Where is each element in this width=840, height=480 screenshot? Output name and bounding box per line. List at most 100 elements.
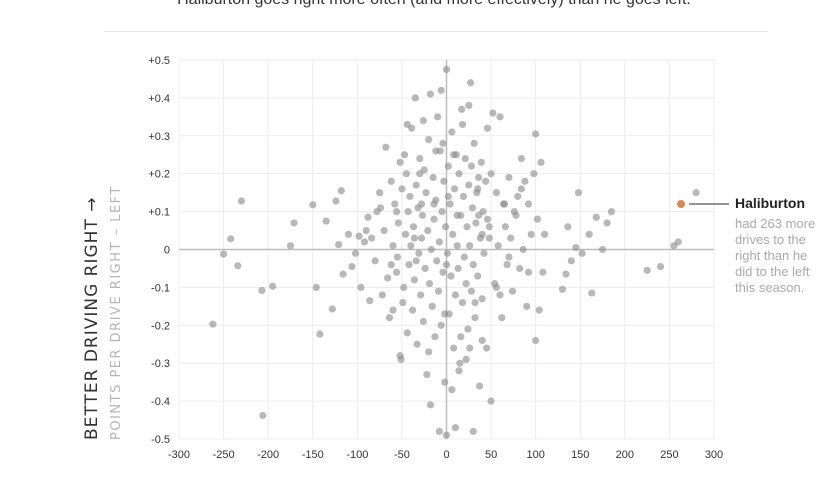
data-point (400, 283, 408, 291)
data-point (478, 295, 486, 303)
x-tick-label: -100 (346, 449, 368, 461)
data-point (656, 262, 665, 271)
data-point (477, 158, 485, 166)
data-point (455, 367, 463, 375)
annotation-text-line: drives to the (735, 232, 806, 247)
data-point (448, 386, 456, 394)
data-point (478, 336, 486, 345)
data-point (444, 162, 452, 170)
data-point (376, 189, 384, 197)
data-point (360, 238, 369, 246)
data-point (454, 264, 462, 273)
x-tick-label: 50 (485, 449, 497, 461)
data-point (485, 223, 493, 231)
data-point (410, 276, 418, 284)
zero-axes (179, 60, 714, 439)
data-point (407, 242, 415, 250)
data-point (578, 249, 586, 257)
y-axis-title: BETTER DRIVING RIGHT → POINTS PER DRIVE … (82, 185, 124, 440)
data-point (376, 204, 385, 212)
data-point (417, 291, 425, 299)
data-point (424, 226, 432, 235)
data-point (316, 330, 324, 338)
data-point (380, 226, 388, 235)
data-point (387, 261, 395, 269)
data-point (523, 302, 531, 310)
data-point (498, 314, 506, 322)
data-point (464, 325, 472, 333)
y-axis-sublabel: POINTS PER DRIVE RIGHT – LEFT (109, 185, 124, 440)
data-point (409, 306, 417, 314)
data-point (438, 208, 446, 216)
data-point (309, 201, 317, 209)
annotation-text-line: right than he (735, 248, 807, 263)
data-point (443, 249, 451, 257)
data-point (398, 185, 406, 193)
x-tick-label: 300 (705, 449, 723, 461)
data-point (572, 244, 580, 252)
data-point (426, 401, 435, 409)
data-point (478, 230, 486, 238)
data-point (564, 223, 572, 231)
data-point (415, 249, 423, 257)
data-point (451, 291, 460, 299)
annotation-text: had 263 more drives to the right than he di… (735, 216, 815, 295)
x-tick-label: -200 (257, 449, 279, 461)
data-point (574, 189, 583, 197)
x-tick-label: -250 (213, 449, 235, 461)
data-point (339, 270, 347, 278)
data-point (505, 173, 513, 182)
data-point (535, 306, 543, 314)
data-point (344, 230, 353, 238)
data-point (507, 234, 515, 242)
data-point (487, 397, 495, 405)
data-point (450, 185, 459, 193)
data-point (450, 344, 458, 352)
data-point (475, 211, 483, 219)
data-point (514, 192, 522, 201)
data-point (607, 208, 616, 216)
x-tick-label: -50 (394, 449, 410, 461)
data-point (532, 130, 540, 138)
data-point (460, 253, 468, 261)
data-point (412, 181, 420, 189)
data-point (447, 272, 455, 280)
data-point (423, 370, 431, 379)
data-point (219, 250, 228, 258)
data-point (428, 302, 436, 310)
data-point (389, 306, 397, 314)
data-point (337, 187, 345, 195)
data-point (442, 223, 450, 231)
data-point (446, 200, 454, 208)
x-tick-labels: -300 -250 -200 -150 -100 -50 0 50 100 150 200 250 30… (168, 449, 723, 461)
data-point (237, 197, 246, 205)
data-point (496, 113, 504, 121)
data-point (442, 65, 451, 74)
x-tick-label: 0 (443, 449, 449, 461)
data-point (258, 286, 266, 295)
data-point (494, 242, 502, 250)
data-point (450, 151, 458, 159)
data-point (530, 170, 538, 178)
data-point (471, 314, 479, 322)
data-point (492, 283, 501, 291)
data-point (355, 232, 363, 240)
y-tick-labels: +0.5 +0.4 +0.3 +0.2 +0.1 0 -0.1 -0.2 -0.3 -0.4 -0.… (148, 55, 170, 446)
data-point (413, 340, 421, 348)
data-point (533, 215, 542, 223)
data-point (366, 297, 374, 305)
data-point (412, 257, 420, 265)
data-point (439, 268, 447, 276)
data-point (465, 181, 473, 189)
data-point (387, 177, 395, 185)
y-axis-label: BETTER DRIVING RIGHT → (82, 197, 102, 441)
data-point (462, 280, 470, 288)
divider-line (104, 31, 768, 32)
data-point (465, 101, 473, 110)
data-point (391, 200, 399, 208)
data-point (643, 266, 651, 274)
data-point (508, 287, 517, 295)
data-point (382, 143, 390, 151)
data-point (425, 280, 434, 288)
data-point (562, 270, 570, 278)
